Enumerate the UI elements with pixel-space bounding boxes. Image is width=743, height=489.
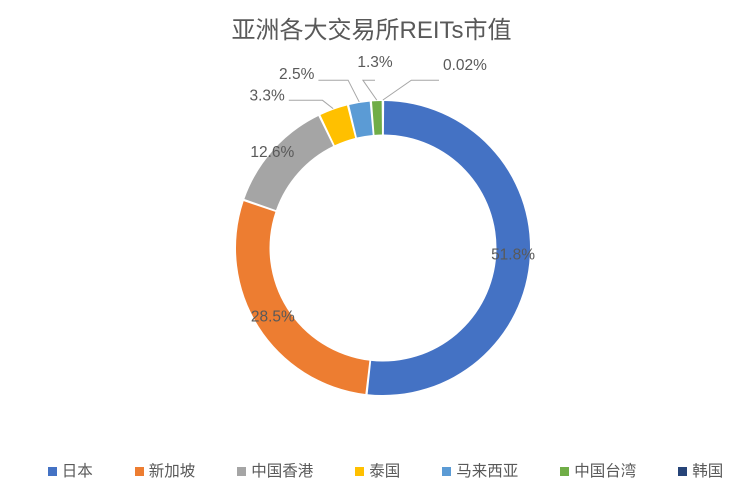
svg-text:51.8%: 51.8% <box>491 246 535 263</box>
svg-text:2.5%: 2.5% <box>279 66 315 83</box>
svg-text:0.02%: 0.02% <box>443 57 487 74</box>
svg-text:3.3%: 3.3% <box>249 87 285 104</box>
svg-text:12.6%: 12.6% <box>250 144 294 161</box>
svg-text:28.5%: 28.5% <box>251 309 295 326</box>
svg-text:1.3%: 1.3% <box>357 54 393 71</box>
